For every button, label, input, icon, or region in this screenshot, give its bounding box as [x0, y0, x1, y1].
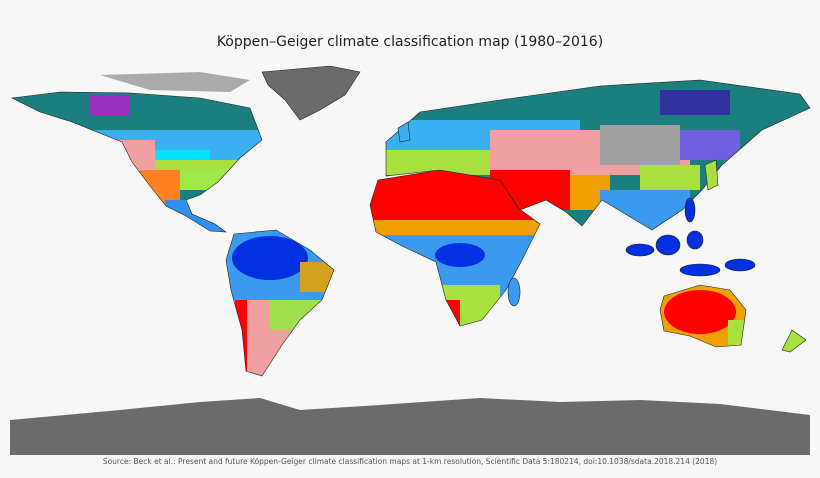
eurasia-outline — [385, 79, 811, 231]
japan — [704, 159, 719, 191]
source-note: Source: Beck et al.: Present and future … — [103, 457, 717, 466]
map-title: Köppen–Geiger climate classification map… — [217, 34, 603, 50]
australia-outline — [659, 284, 747, 348]
arctic-islands — [100, 72, 250, 92]
australia — [660, 285, 746, 347]
antarctica — [10, 398, 810, 455]
south-america-outline — [225, 229, 335, 377]
islands — [625, 197, 756, 277]
south-america — [226, 230, 334, 376]
madagascar — [507, 277, 521, 307]
north-america-outline — [10, 91, 263, 233]
greenland — [261, 65, 361, 121]
britain — [397, 121, 411, 143]
new-zealand — [781, 329, 807, 353]
